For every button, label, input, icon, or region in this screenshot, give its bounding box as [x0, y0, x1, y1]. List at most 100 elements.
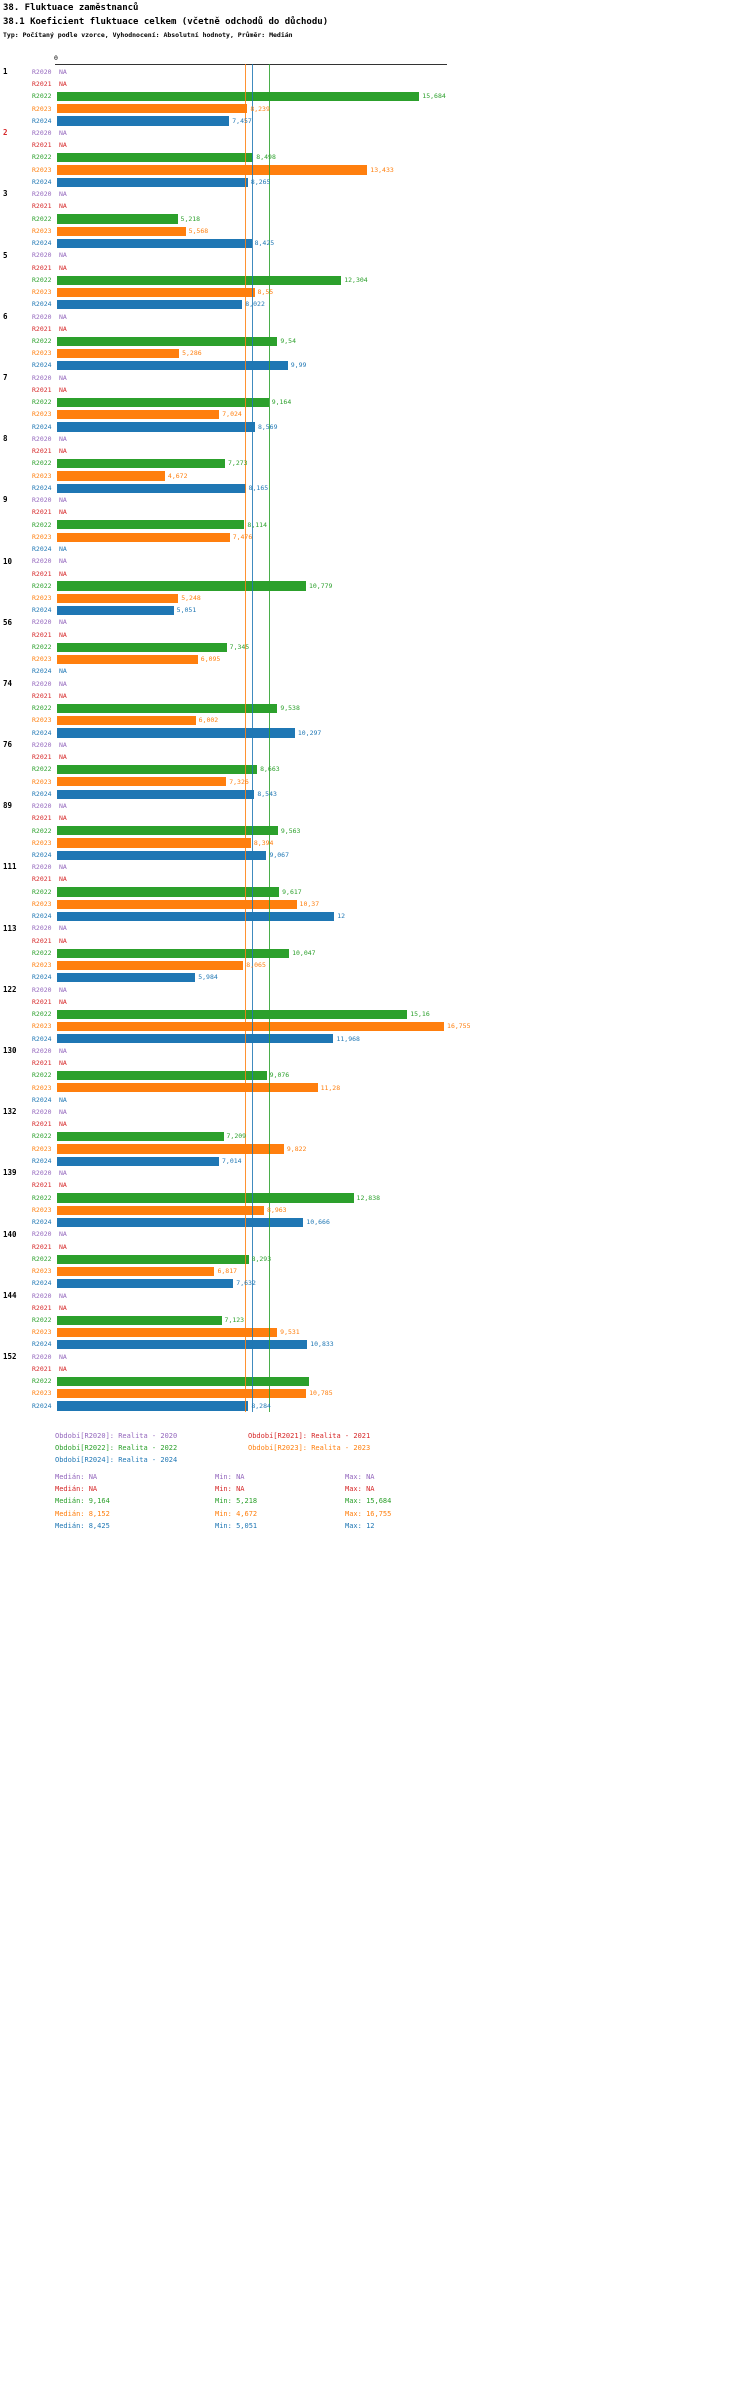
bar[interactable] [57, 1340, 308, 1350]
bar-value-label: 11,28 [320, 1083, 341, 1092]
bar-value-label: 9,538 [280, 704, 300, 713]
bar[interactable] [57, 973, 196, 983]
bar-group: 113 R2020 NA R2021 NA R2022 10,047 R2023 8,065 R2… [0, 923, 750, 984]
bar-value-label: 8,022 [245, 300, 265, 309]
na-label: NA [59, 447, 67, 456]
bar[interactable] [57, 654, 198, 665]
bar-row: R2020 NA [0, 188, 750, 200]
bar[interactable] [57, 1327, 278, 1338]
bar[interactable] [57, 177, 248, 187]
bar[interactable] [57, 410, 220, 420]
na-label: NA [59, 740, 67, 749]
bar[interactable] [57, 1156, 220, 1166]
bar[interactable] [57, 838, 251, 848]
na-label: NA [59, 667, 67, 676]
bar[interactable] [57, 348, 180, 359]
bar-value-label: 9,076 [269, 1071, 290, 1080]
group-label: 76 [3, 740, 13, 750]
bar[interactable] [57, 948, 290, 958]
bar[interactable] [57, 765, 258, 775]
bar[interactable] [57, 214, 178, 224]
bar[interactable] [57, 642, 227, 652]
bar-row: R2020 NA [0, 617, 750, 629]
bar[interactable] [57, 911, 335, 922]
bar-group: 6 R2020 NA R2021 NA R2022 9,54 R2023 5,286 R2024 9… [0, 311, 750, 372]
series-label: R2023 [32, 1022, 52, 1031]
series-label: R2024 [32, 1156, 52, 1165]
bar[interactable] [57, 459, 225, 469]
bar[interactable] [57, 960, 244, 971]
bar[interactable] [57, 1389, 307, 1399]
bar[interactable] [57, 1401, 249, 1411]
series-label: R2024 [32, 789, 52, 798]
bar[interactable] [57, 275, 342, 285]
bar-group: 144 R2020 NA R2021 NA R2022 7,123 R2023 9,531 R20… [0, 1290, 750, 1351]
bar[interactable] [57, 91, 420, 102]
series-label: R2023 [32, 1267, 52, 1276]
bar-value-label: 6,817 [217, 1267, 238, 1276]
na-label: NA [59, 863, 67, 872]
bar[interactable] [57, 1279, 234, 1289]
bar[interactable] [57, 471, 165, 481]
bar[interactable] [57, 422, 255, 432]
bar[interactable] [57, 1022, 445, 1032]
bar[interactable] [57, 716, 196, 726]
bar[interactable] [57, 1132, 224, 1142]
bar[interactable] [57, 1376, 309, 1387]
bar[interactable] [57, 899, 297, 909]
bar[interactable] [57, 397, 269, 408]
bar[interactable] [57, 116, 230, 126]
bar[interactable] [57, 300, 243, 310]
bar[interactable] [57, 532, 230, 542]
bar[interactable] [57, 287, 255, 297]
bar[interactable] [57, 1034, 334, 1044]
bar[interactable] [57, 581, 306, 591]
bar[interactable] [57, 1205, 265, 1215]
bar[interactable] [57, 789, 255, 799]
bar[interactable] [57, 1266, 215, 1276]
bar-row: R2023 5,568 [0, 225, 750, 237]
bar-row: R2024 8,165 [0, 482, 750, 494]
series-label: R2022 [32, 1254, 52, 1263]
bar-row: R2022 7,123 [0, 1314, 750, 1326]
bar-row: R2022 9,617 [0, 886, 750, 898]
stat-min-r2023: Min: 4,672 [215, 1509, 258, 1518]
bar[interactable] [57, 226, 186, 236]
bar-row: R2020 NA [0, 861, 750, 873]
bar[interactable] [57, 1315, 222, 1325]
bar[interactable] [57, 1193, 354, 1203]
bar[interactable] [57, 1083, 318, 1093]
bar[interactable] [57, 887, 280, 897]
series-label: R2023 [32, 410, 52, 419]
bar[interactable] [57, 850, 267, 860]
bar[interactable] [57, 1254, 249, 1264]
bar[interactable] [57, 1144, 284, 1154]
bar[interactable] [57, 238, 252, 248]
bar[interactable] [57, 728, 295, 738]
na-label: NA [59, 1120, 67, 1129]
na-label: NA [59, 373, 67, 382]
na-label: NA [59, 141, 67, 150]
stat-min-r2021: Min: NA [215, 1485, 245, 1494]
bar[interactable] [57, 1217, 304, 1227]
bar[interactable] [57, 826, 278, 836]
bar[interactable] [57, 165, 368, 175]
bar[interactable] [57, 520, 245, 530]
na-label: NA [59, 691, 67, 700]
series-label: R2023 [32, 532, 52, 541]
bar-group: 111 R2020 NA R2021 NA R2022 9,617 R2023 10,37 R20… [0, 861, 750, 922]
bar[interactable] [57, 336, 278, 346]
bar[interactable] [57, 361, 288, 371]
series-label: R2023 [32, 838, 52, 847]
bar[interactable] [57, 703, 278, 714]
bar[interactable] [57, 483, 246, 493]
bar[interactable] [57, 605, 174, 616]
bar[interactable] [57, 104, 248, 114]
bar[interactable] [57, 1070, 267, 1081]
series-label: R2022 [32, 1010, 52, 1019]
bar[interactable] [57, 777, 227, 787]
bar[interactable] [57, 153, 254, 163]
bar[interactable] [57, 1009, 408, 1019]
bar[interactable] [57, 593, 179, 603]
na-label: NA [59, 508, 67, 517]
